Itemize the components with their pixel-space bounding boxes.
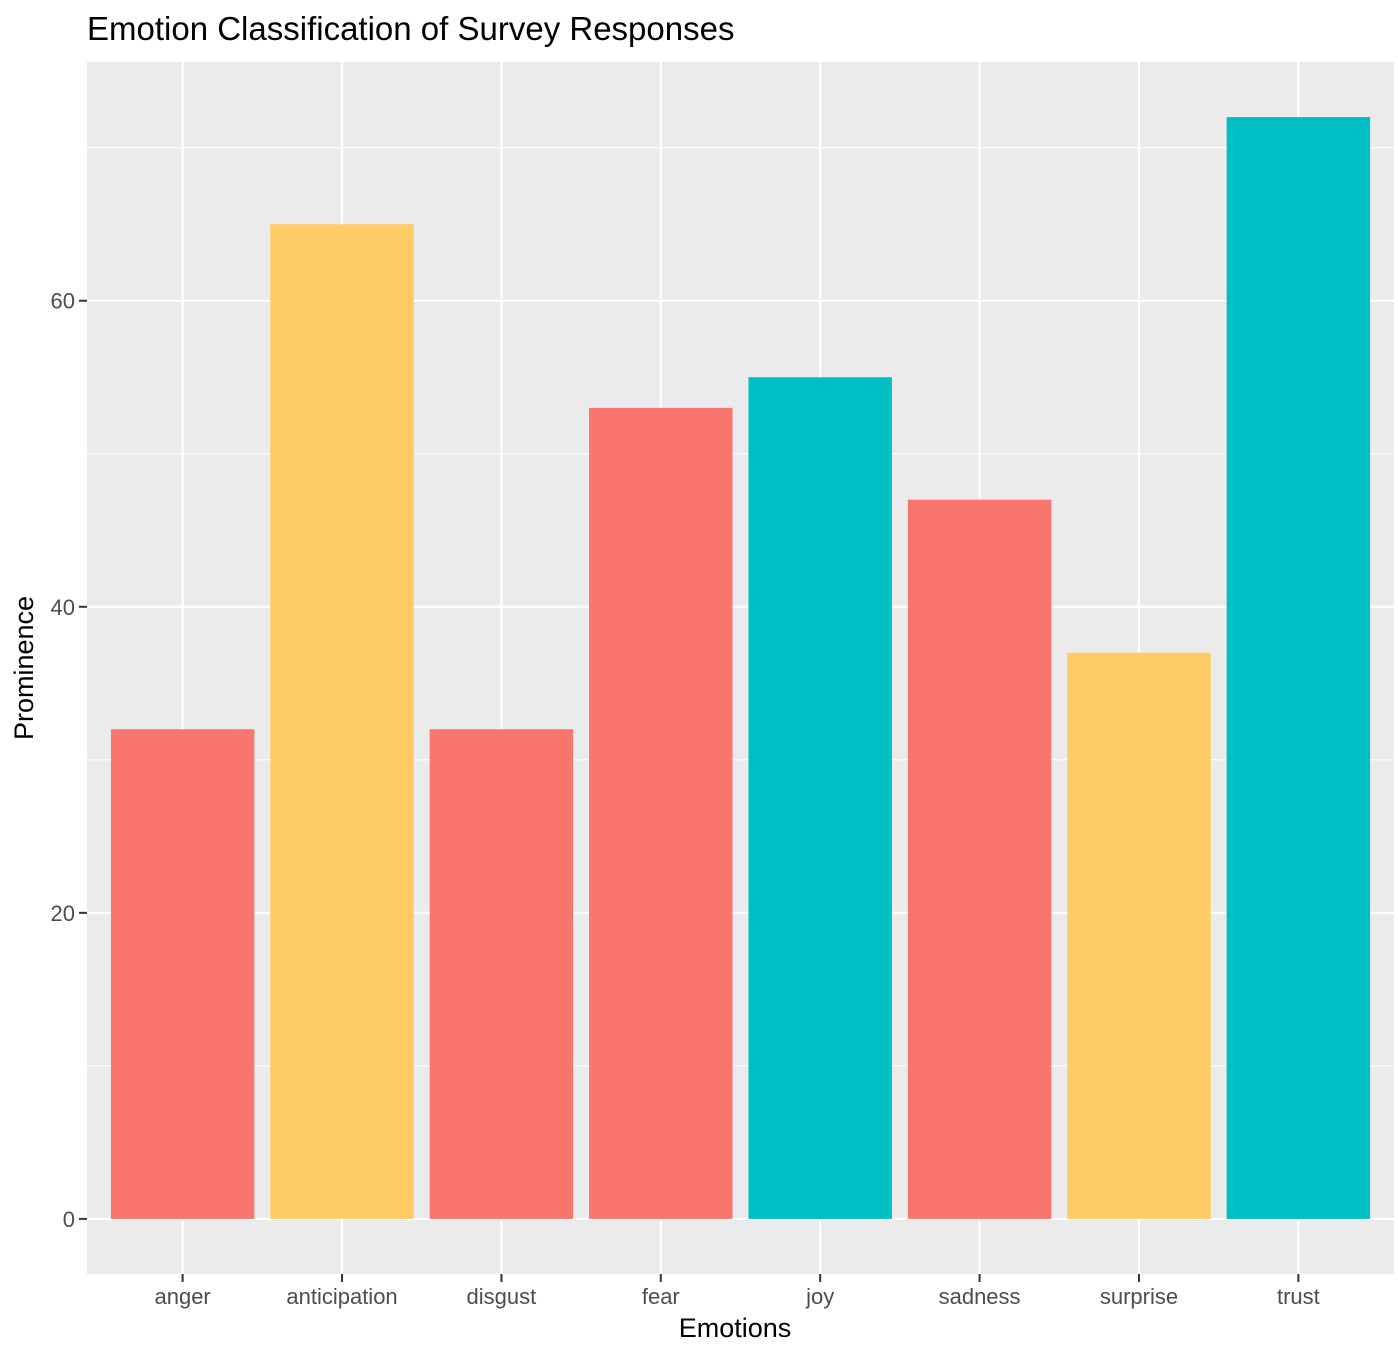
bar-anger (110, 729, 255, 1219)
bar-joy (748, 377, 892, 1219)
x-tick-label: surprise (1100, 1284, 1178, 1309)
y-tick-label: 60 (51, 289, 75, 314)
bars (110, 117, 1371, 1219)
y-tick-label: 40 (51, 595, 75, 620)
bar-surprise (1067, 652, 1211, 1219)
y-tick-label: 20 (51, 901, 75, 926)
y-axis: 0 20 40 60 (51, 289, 87, 1232)
y-tick-label: 0 (63, 1207, 75, 1232)
x-axis-title: Emotions (679, 1313, 792, 1343)
bar-fear (589, 407, 733, 1219)
y-axis-title: Prominence (9, 596, 39, 740)
bar-trust (1226, 117, 1371, 1219)
bar-anticipation (270, 224, 414, 1219)
x-tick-label: joy (805, 1284, 834, 1309)
x-tick-label: anticipation (286, 1284, 397, 1309)
x-tick-label: trust (1277, 1284, 1320, 1309)
x-tick-label: anger (154, 1284, 210, 1309)
bar-sadness (907, 499, 1052, 1219)
x-tick-label: disgust (467, 1284, 537, 1309)
x-tick-label: fear (642, 1284, 680, 1309)
chart-title: Emotion Classification of Survey Respons… (87, 10, 734, 47)
bar-disgust (429, 729, 574, 1219)
x-tick-label: sadness (939, 1284, 1021, 1309)
x-axis: anger anticipation disgust fear joy sadness su… (154, 1274, 1320, 1309)
